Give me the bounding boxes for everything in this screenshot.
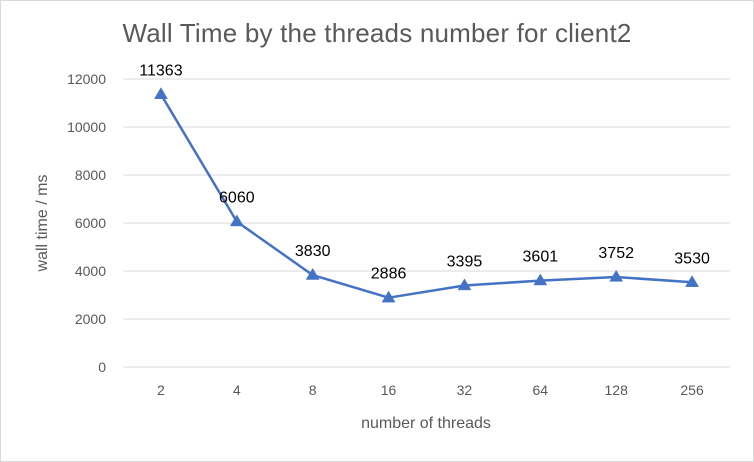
data-point-marker: [153, 87, 168, 99]
y-tick-label: 2000: [75, 311, 106, 327]
data-labels: 11363 6060 3830 2886 3395 3601 3752 3530: [139, 62, 710, 282]
y-tick-label: 0: [98, 359, 106, 375]
data-point-markers: [153, 87, 700, 303]
data-label: 3830: [295, 243, 331, 260]
data-point-marker: [609, 269, 624, 282]
chart-title: Wall Time by the threads number for clie…: [122, 18, 632, 48]
x-tick-label: 128: [605, 382, 629, 398]
y-axis-tick-labels: 0 2000 4000 6000 8000 10000 12000: [67, 71, 106, 375]
x-tick-label: 4: [233, 382, 241, 398]
grid-lines: [123, 78, 730, 320]
y-tick-label: 12000: [67, 71, 106, 87]
y-tick-label: 8000: [75, 167, 106, 183]
data-point-marker: [305, 267, 320, 280]
x-axis-title: number of threads: [361, 415, 491, 432]
y-tick-label: 10000: [67, 119, 106, 135]
data-label: 2886: [371, 266, 407, 283]
data-point-marker: [685, 275, 700, 287]
data-point-marker: [381, 290, 396, 303]
y-tick-label: 4000: [75, 263, 106, 279]
data-point-marker: [533, 273, 548, 286]
data-label: 6060: [219, 190, 255, 207]
data-point-marker: [457, 278, 472, 291]
x-tick-label: 256: [680, 382, 704, 398]
data-label: 3601: [523, 249, 559, 266]
x-tick-label: 32: [457, 382, 473, 398]
data-label: 11363: [139, 62, 182, 79]
x-tick-label: 16: [381, 382, 397, 398]
x-axis-tick-labels: 2 4 8 16 32 64 128 256: [157, 382, 704, 398]
x-tick-label: 8: [309, 382, 317, 398]
y-axis-title: wall time / ms: [34, 175, 51, 273]
series-line: [159, 93, 693, 299]
data-point-marker: [229, 214, 244, 227]
data-label: 3752: [598, 245, 634, 262]
data-label: 3395: [447, 254, 483, 271]
series-line-group: [159, 93, 693, 299]
y-tick-label: 6000: [75, 215, 106, 231]
x-tick-label: 2: [157, 382, 165, 398]
x-tick-label: 64: [533, 382, 549, 398]
data-label: 3530: [674, 250, 710, 267]
